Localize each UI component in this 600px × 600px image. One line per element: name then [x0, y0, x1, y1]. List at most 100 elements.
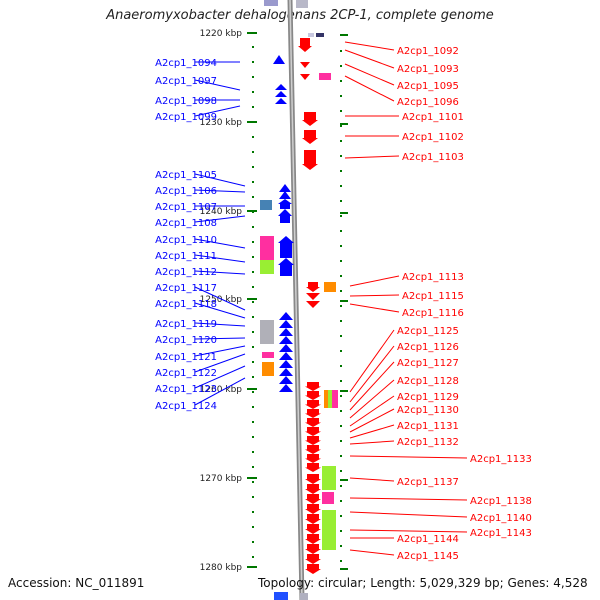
right-label-connector [344, 155, 400, 159]
tick-mark-right [340, 50, 342, 52]
right-gene-label: A2cp1_1137 [397, 477, 459, 488]
left-gene-label: A2cp1_1094 [155, 58, 217, 69]
axis-label: 1220 kbp [200, 29, 243, 39]
axis-label: 1260 kbp [200, 385, 243, 395]
tick-mark-right [340, 485, 342, 487]
forward-gene [279, 184, 291, 192]
right-label-connector [349, 529, 468, 533]
right-label-connector [349, 408, 395, 433]
left-label-connector [194, 353, 246, 373]
edge-block [300, 593, 308, 600]
tick-mark-left [252, 361, 254, 363]
forward-gene [275, 98, 287, 104]
reverse-gene [305, 514, 321, 524]
left-gene-label: A2cp1_1099 [155, 112, 217, 123]
edge-block [316, 33, 324, 37]
tick-mark-right [340, 110, 342, 112]
edge-block [308, 33, 314, 37]
reverse-gene [302, 150, 318, 170]
reverse-gene [305, 524, 321, 534]
reverse-gene [305, 554, 321, 564]
forward-gene [279, 312, 293, 320]
tick-mark-left [252, 541, 254, 543]
right-gene-label: A2cp1_1115 [402, 291, 464, 302]
right-gene-labels: A2cp1_1092 A2cp1_1093 A2cp1_1095 A2cp1_1096… [344, 41, 532, 562]
tick-mark-right [340, 260, 342, 262]
forward-gene [279, 376, 293, 384]
feature-block [260, 320, 274, 344]
feature-block [262, 362, 274, 376]
tick-mark-left [252, 271, 254, 273]
reverse-gene [305, 504, 321, 514]
right-gene-label: A2cp1_1133 [470, 454, 532, 465]
left-gene-label: A2cp1_1098 [155, 96, 217, 107]
left-label-connector [194, 322, 246, 327]
left-gene-label: A2cp1_1108 [155, 218, 217, 229]
reverse-gene [305, 544, 321, 554]
tick-mark-right [340, 125, 342, 127]
left-label-connector [194, 254, 246, 263]
reverse-gene [305, 494, 321, 504]
tick-mark-left [252, 226, 254, 228]
tick-mark-right [340, 545, 342, 547]
feature-block [262, 352, 274, 358]
left-gene-label: A2cp1_1107 [155, 202, 217, 213]
reverse-gene [305, 564, 321, 574]
tick-mark-right [340, 500, 342, 502]
tick-mark-right [340, 425, 342, 427]
tick-mark-right [340, 245, 342, 247]
tick-mark-right [340, 290, 342, 292]
tick-mark-right [340, 440, 342, 442]
reverse-gene [305, 391, 321, 400]
left-gene-label: A2cp1_1124 [155, 401, 217, 412]
right-label-connector [349, 345, 395, 403]
right-gene-label: A2cp1_1116 [402, 308, 464, 319]
reverse-gene [305, 454, 321, 463]
tick-mark-left [252, 346, 254, 348]
tick-mark-left [252, 256, 254, 258]
forward-gene [278, 209, 292, 223]
reverse-gene [305, 409, 321, 418]
tick-mark-right [340, 530, 342, 532]
tick-mark-right [340, 350, 342, 352]
left-gene-label: A2cp1_1122 [155, 368, 217, 379]
tick-mark-left [252, 91, 254, 93]
reverse-gene [305, 382, 321, 391]
left-gene-label: A2cp1_1105 [155, 170, 217, 181]
left-label-connector [194, 377, 246, 406]
forward-gene [275, 91, 287, 97]
right-label-connector [349, 424, 395, 439]
tick-mark-left [252, 151, 254, 153]
right-gene-label: A2cp1_1144 [397, 534, 459, 545]
tick-mark-right [340, 170, 342, 172]
right-label-connector [349, 497, 468, 501]
right-label-connector [349, 395, 395, 427]
genome-backbone [287, 0, 305, 600]
left-label-connector [194, 337, 246, 340]
right-gene-label: A2cp1_1145 [397, 551, 459, 562]
left-gene-label: A2cp1_1111 [155, 251, 217, 262]
forward-gene [279, 320, 293, 328]
tick-mark-right [340, 230, 342, 232]
left-label-connector [194, 215, 246, 223]
left-gene-label: A2cp1_1097 [155, 76, 217, 87]
reverse-gene [306, 293, 320, 300]
reverse-gene [302, 112, 318, 126]
tick-mark-right [340, 215, 342, 217]
tick-mark-left [252, 481, 254, 483]
tick-mark-left [252, 106, 254, 108]
forward-gene [279, 384, 293, 392]
reverse-gene [305, 400, 321, 409]
left-label-connector [194, 79, 241, 91]
map-title: Anaeromyxobacter dehalogenans 2CP-1, com… [106, 8, 494, 23]
edge-block [296, 0, 308, 8]
tick-mark-left [252, 556, 254, 558]
tick-mark-left [252, 421, 254, 423]
reverse-gene [300, 74, 310, 80]
tick-mark-right [340, 305, 342, 307]
accession-text: Accession: NC_011891 [8, 576, 145, 590]
left-gene-label: A2cp1_1118 [155, 299, 217, 310]
feature-block [260, 200, 272, 210]
left-label-connector [194, 173, 246, 187]
left-label-connector [194, 286, 246, 311]
